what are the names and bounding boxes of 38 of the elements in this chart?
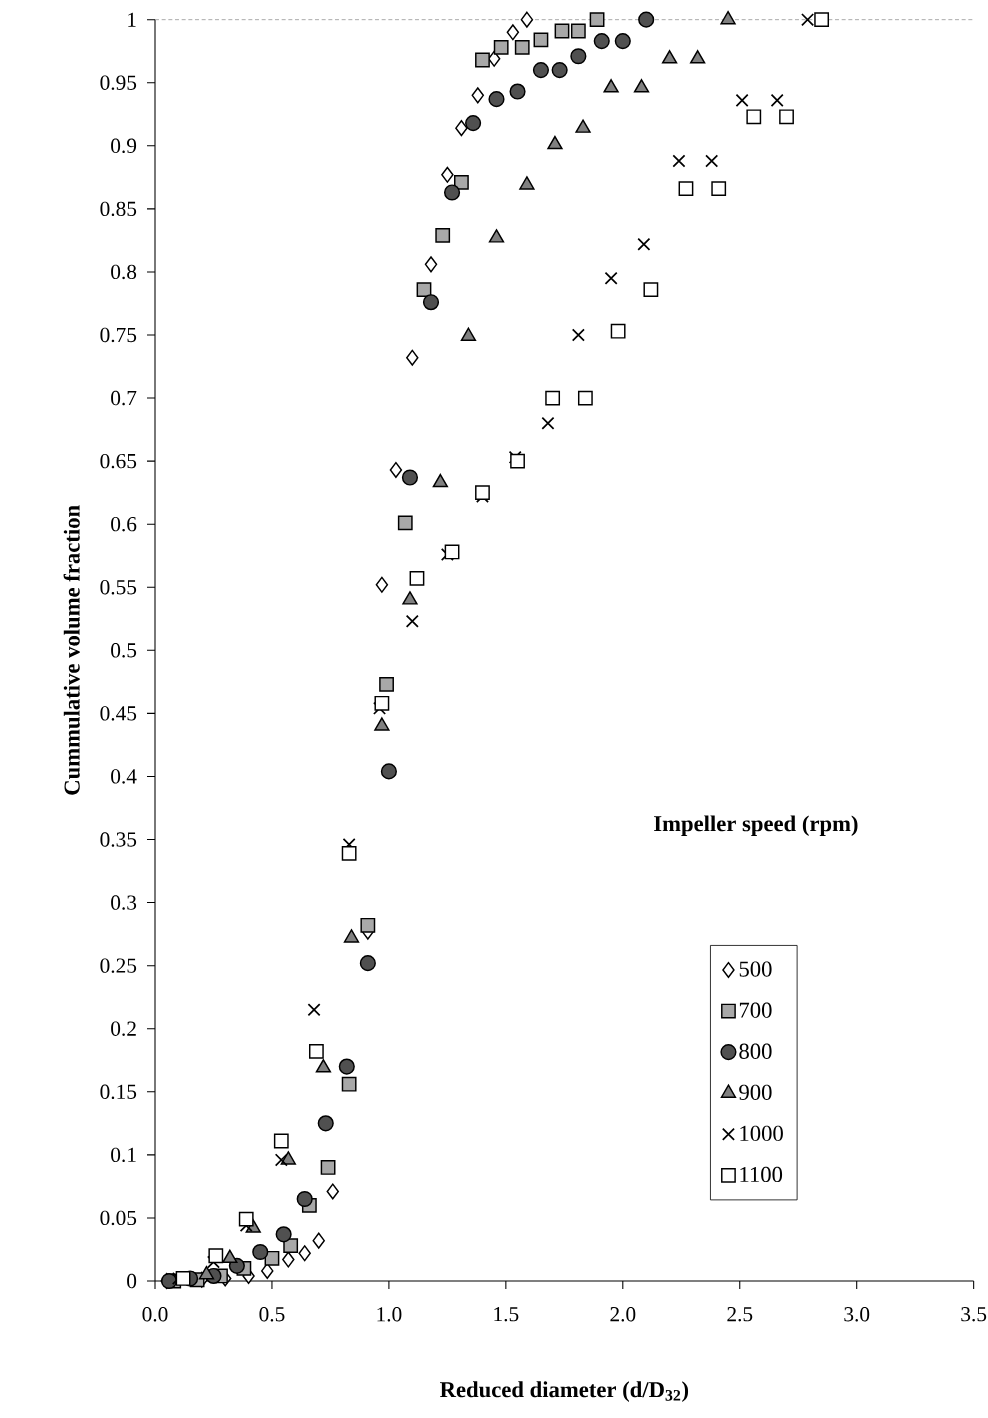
y-tick-label: 0 [127, 1273, 137, 1289]
y-tick-label: 0.45 [100, 706, 137, 721]
y-tick-label: 0.65 [100, 453, 137, 469]
y-tick-label: 0.2 [111, 1021, 136, 1036]
legend-label: 800 [739, 1043, 772, 1059]
x-tick-label: 2.5 [727, 1307, 753, 1322]
y-tick-label: 0.8 [111, 264, 137, 280]
y-tick-label: 0.35 [100, 832, 137, 847]
legend-label: 700 [739, 1002, 772, 1018]
legend-label: 900 [739, 1084, 772, 1100]
x-tick-label: 2.0 [610, 1307, 636, 1322]
x-tick-label: 3.5 [961, 1307, 987, 1322]
y-tick-label: 0.7 [111, 390, 137, 406]
y-tick-label: 0.6 [111, 516, 137, 532]
y-tick-label: 0.1 [111, 1147, 136, 1163]
y-tick-label: 0.4 [111, 769, 137, 784]
y-tick-label: 0.25 [100, 958, 137, 973]
x-tick-label: 0.5 [259, 1307, 285, 1322]
y-axis-title: Cummulative volume fraction [63, 505, 80, 795]
legend-title: Impeller speed (rpm) [654, 815, 858, 836]
x-tick-label: 3.0 [844, 1307, 870, 1322]
y-tick-label: 0.95 [100, 75, 137, 90]
y-tick-label: 0.05 [100, 1210, 137, 1226]
y-tick-label: 0.75 [100, 327, 137, 343]
y-tick-label: 0.3 [111, 895, 137, 910]
y-tick-label: 0.15 [100, 1084, 137, 1100]
y-tick-label: 0.85 [100, 201, 137, 217]
legend-label: 500 [739, 961, 772, 977]
x-tick-label: 1.5 [494, 1307, 519, 1322]
y-tick-label: 0.9 [111, 138, 137, 154]
x-tick-label: 1.0 [377, 1307, 402, 1322]
y-tick-label: 0.5 [111, 643, 137, 658]
y-tick-label: 1 [128, 12, 136, 27]
legend-label: 1100 [740, 1166, 783, 1183]
legend-label: 1000 [740, 1125, 783, 1142]
x-tick-label: 0.0 [142, 1307, 168, 1322]
y-tick-label: 0.55 [100, 580, 137, 595]
x-axis-title: Reduced diameter (d/D$_{32}$) [440, 1381, 689, 1402]
